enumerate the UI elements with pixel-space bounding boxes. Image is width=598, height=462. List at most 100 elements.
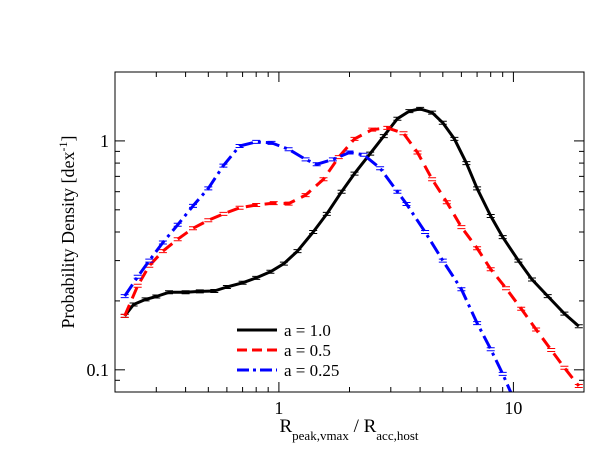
- data-point: [158, 240, 167, 245]
- data-point: [219, 163, 228, 168]
- data-point: [473, 186, 482, 191]
- series-2: [120, 125, 583, 388]
- data-point: [547, 348, 556, 352]
- data-point: [328, 157, 337, 162]
- data-point: [421, 230, 430, 234]
- x-tick-label: 10: [504, 398, 522, 418]
- data-point: [498, 235, 507, 240]
- data-point: [383, 125, 392, 130]
- data-point: [517, 306, 526, 311]
- data-point: [376, 166, 385, 171]
- data-point: [129, 302, 138, 307]
- data-point: [252, 275, 261, 280]
- data-point: [301, 193, 310, 198]
- data-point: [204, 186, 213, 191]
- y-axis-label-sup: -1: [56, 142, 70, 152]
- data-point: [120, 313, 129, 318]
- data-point: [560, 365, 569, 370]
- data-point: [120, 294, 129, 299]
- x-axis-label-sub2: acc,host: [376, 428, 419, 443]
- x-tick-label: 1: [274, 398, 283, 418]
- data-point: [235, 144, 244, 148]
- y-axis-label-close: ]: [58, 136, 78, 142]
- data-point: [438, 258, 447, 263]
- data-point: [252, 203, 261, 207]
- data-point: [486, 267, 495, 272]
- data-point: [428, 177, 437, 182]
- data-point: [266, 269, 275, 274]
- data-point: [560, 311, 569, 316]
- data-point: [473, 246, 482, 251]
- data-point: [235, 205, 244, 210]
- data-point: [165, 290, 173, 295]
- data-point: [173, 237, 182, 242]
- data-point: [532, 327, 541, 332]
- data-point: [368, 127, 377, 132]
- y-tick-label: 1: [100, 131, 109, 151]
- data-point: [145, 258, 154, 263]
- legend-item: a = 1.0: [237, 321, 331, 340]
- data-point: [498, 371, 507, 376]
- plot-frame: [114, 71, 585, 393]
- data-point: [574, 324, 583, 329]
- data-point: [269, 201, 278, 206]
- data-point: [502, 286, 510, 291]
- series-3: [120, 139, 513, 392]
- series-line: [123, 107, 580, 328]
- data-point: [399, 131, 408, 136]
- data-point: [486, 214, 495, 218]
- data-point: [204, 218, 213, 223]
- series-line: [123, 126, 580, 387]
- data-point: [543, 294, 552, 299]
- data-point: [141, 297, 150, 302]
- series-line: [123, 140, 513, 392]
- data-point: [345, 150, 354, 155]
- data-point: [152, 294, 161, 299]
- legend: a = 1.0a = 0.5a = 0.25: [237, 321, 339, 380]
- data-point: [393, 189, 402, 194]
- x-axis-label-sub1: peak,vmax: [292, 428, 349, 443]
- data-point: [574, 384, 583, 388]
- data-point: [312, 162, 321, 167]
- legend-label: a = 0.25: [284, 361, 339, 380]
- data-point: [189, 226, 197, 231]
- data-point: [133, 283, 142, 288]
- data-point: [462, 161, 471, 166]
- x-axis-label-base: R: [279, 416, 292, 437]
- data-point: [528, 277, 536, 282]
- data-point: [181, 290, 190, 295]
- series-layer: [120, 106, 583, 392]
- data-point: [210, 289, 219, 293]
- legend-label: a = 0.5: [284, 341, 331, 360]
- data-point: [457, 225, 466, 230]
- ticks-layer: 1 10 0.1 1: [87, 72, 584, 418]
- data-point: [284, 201, 293, 206]
- data-point: [442, 200, 451, 205]
- data-point: [284, 147, 293, 152]
- data-point: [219, 211, 228, 216]
- data-point: [350, 171, 359, 176]
- data-point: [359, 152, 368, 157]
- data-point: [195, 289, 204, 294]
- data-point: [173, 222, 182, 227]
- x-axis-label: Rpeak,vmax / Racc,host: [279, 416, 418, 443]
- data-point: [238, 280, 247, 285]
- data-point: [337, 189, 346, 194]
- data-point: [416, 106, 425, 111]
- data-point: [393, 116, 402, 121]
- y-tick-label: 0.1: [87, 360, 110, 380]
- data-point: [473, 321, 482, 326]
- data-point: [366, 151, 375, 156]
- data-point: [293, 249, 302, 254]
- data-point: [158, 249, 167, 254]
- legend-label: a = 1.0: [284, 321, 331, 340]
- data-point: [133, 274, 142, 279]
- data-point: [222, 285, 231, 289]
- x-axis-label-mid: / R: [349, 416, 377, 437]
- data-point: [438, 120, 447, 125]
- data-point: [450, 136, 459, 141]
- data-point: [319, 177, 328, 182]
- data-point: [486, 347, 495, 352]
- legend-item: a = 0.25: [237, 361, 339, 380]
